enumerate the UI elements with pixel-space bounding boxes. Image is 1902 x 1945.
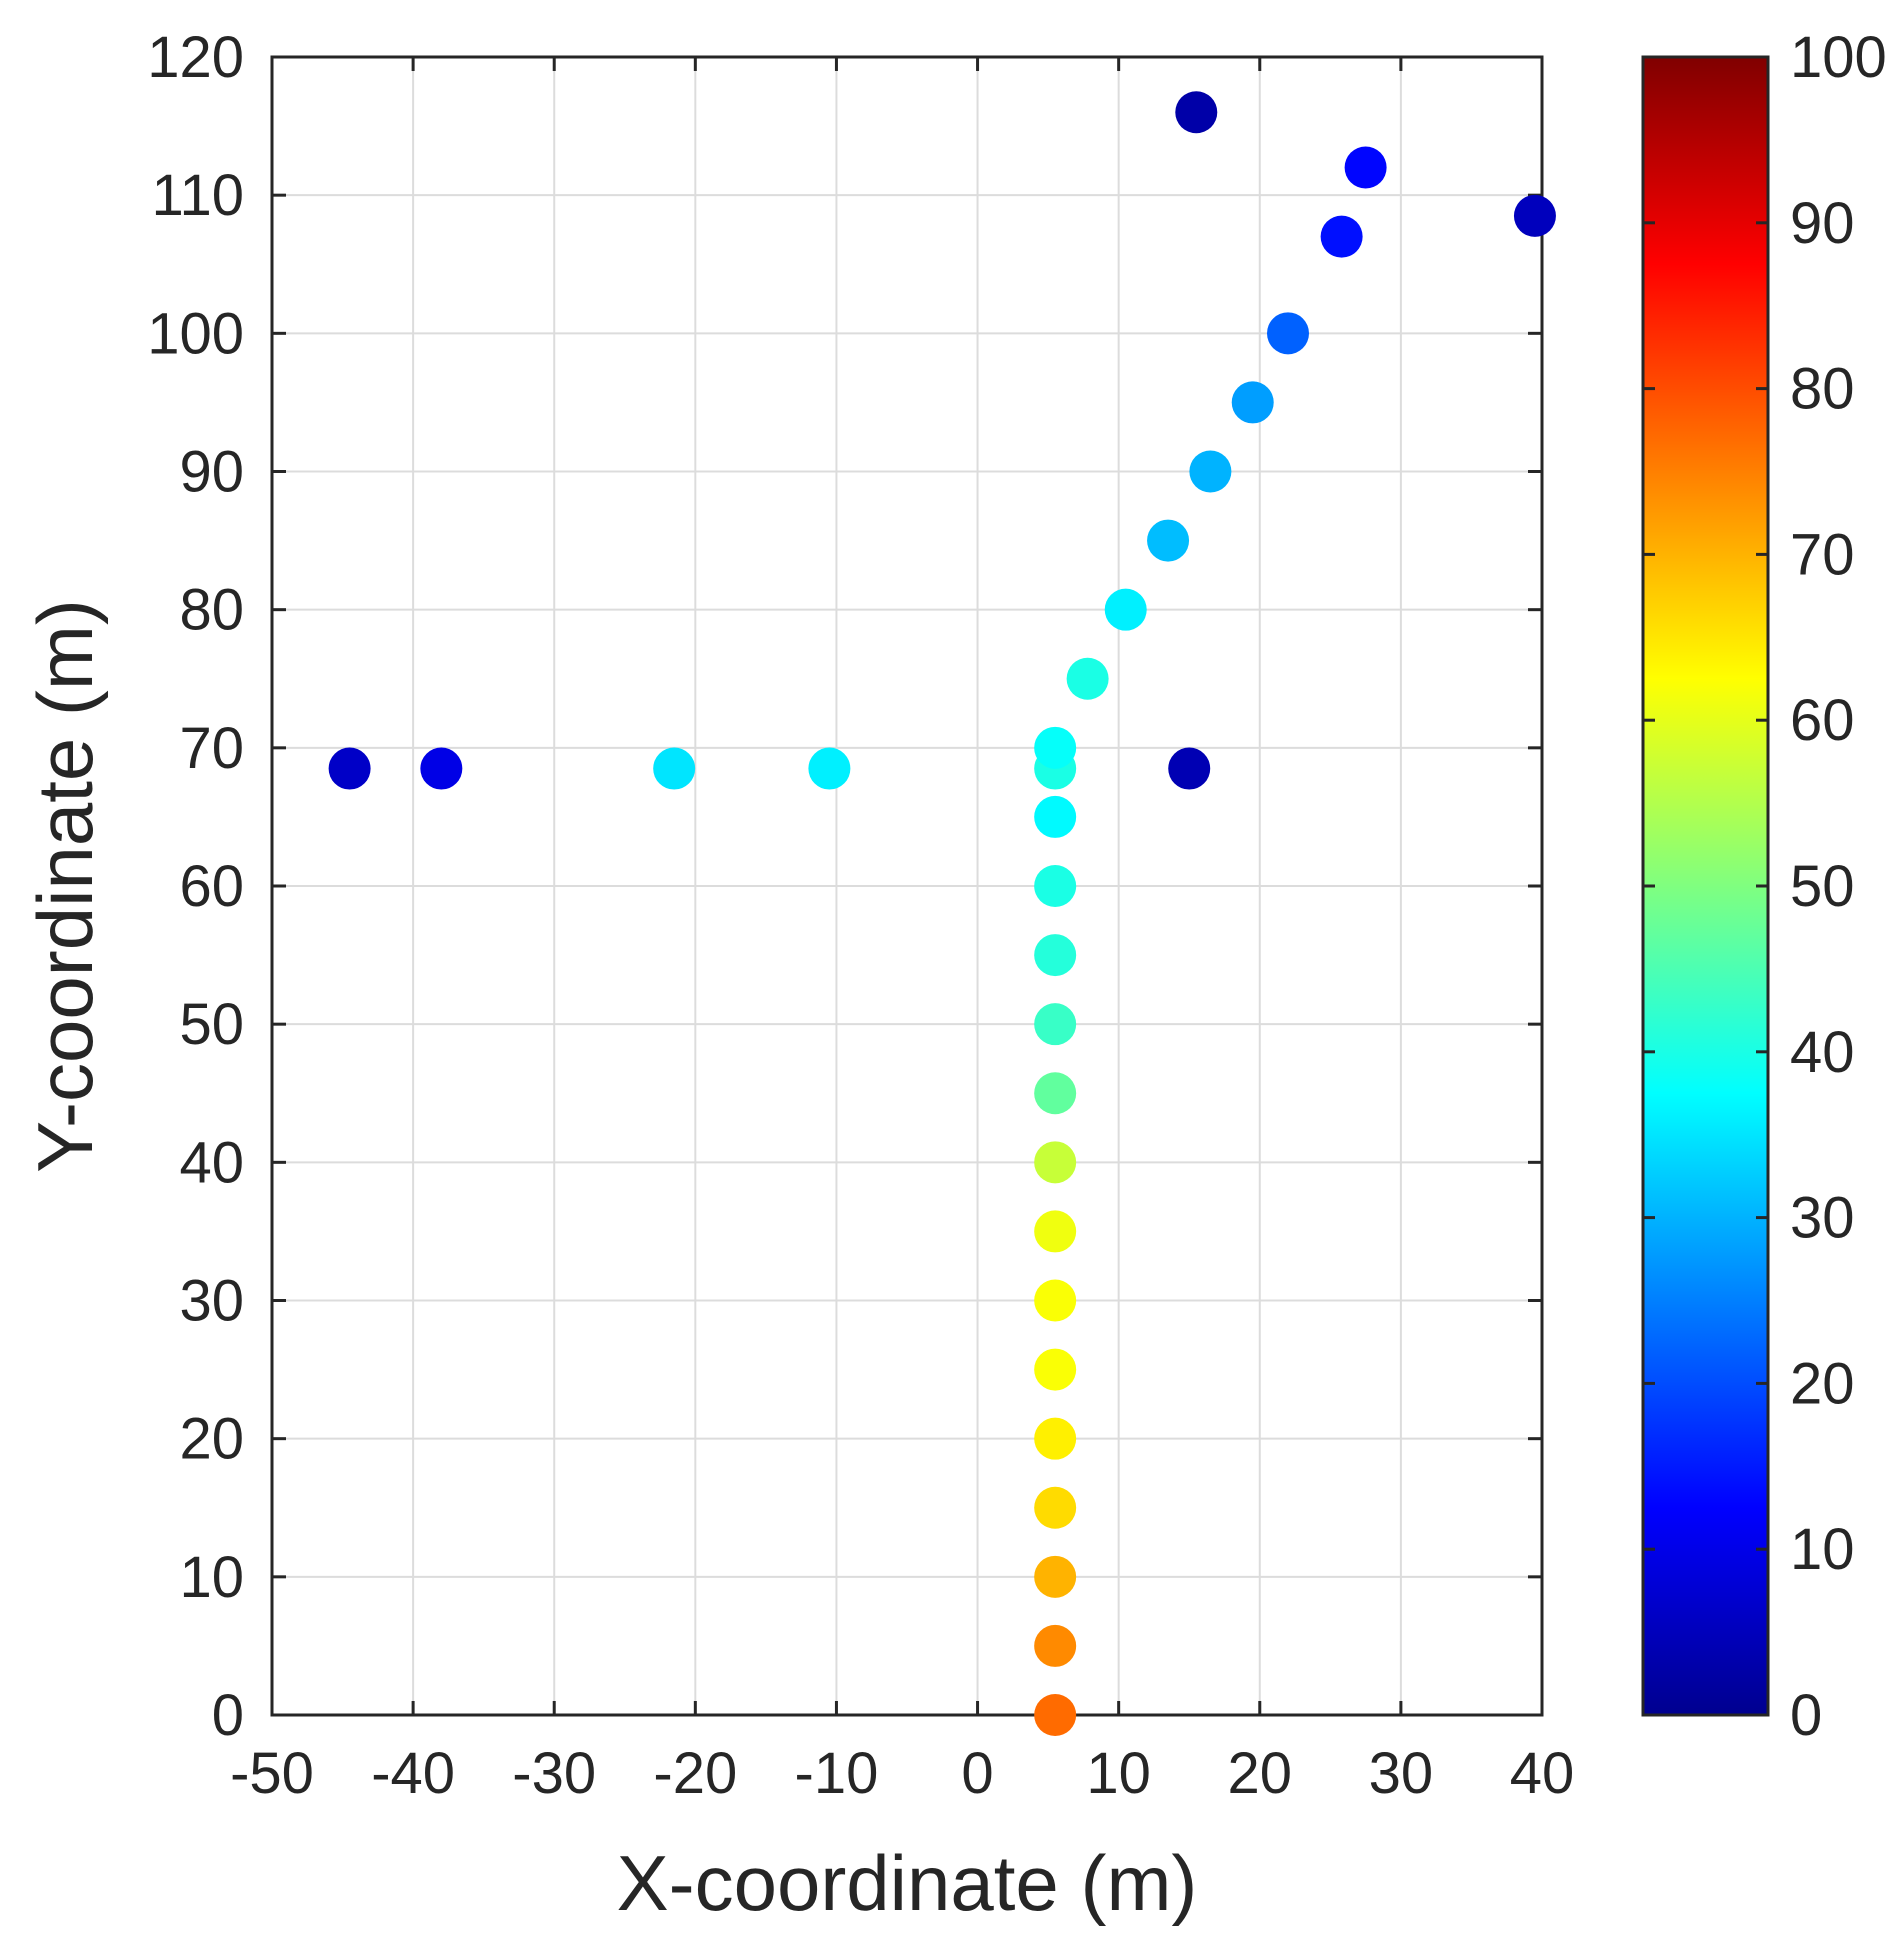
x-tick-label: -10 [795,1741,879,1806]
data-point [653,747,696,790]
y-tick-label: 60 [179,854,244,919]
colorbar: 0 10 20 30 40 50 60 70 80 90 100 [1641,25,1887,1748]
data-point [328,747,371,790]
y-tick-label: 30 [179,1269,244,1334]
data-point [1231,381,1274,424]
y-tick-label: 40 [179,1130,244,1195]
data-point [1034,865,1077,907]
x-tick-label: 30 [1369,1741,1434,1806]
data-point [1034,1210,1077,1253]
data-point [1175,91,1218,134]
data-point [1034,934,1077,977]
data-point [1034,1141,1077,1184]
data-point [1034,1279,1077,1322]
data-point [1066,657,1109,700]
data-point [1147,519,1190,562]
y-tick-label: 80 [179,578,244,643]
colorbar-tick-label: 0 [1790,1683,1822,1748]
colorbar-tick-label: 50 [1790,854,1855,919]
data-point [1034,1348,1077,1391]
data-point [1034,795,1077,838]
x-tick-label: -40 [371,1741,455,1806]
grid [272,57,1542,1715]
data-points [328,91,1556,1736]
x-tick-label: -30 [512,1741,596,1806]
data-point [1189,450,1232,493]
colorbar-tick-label: 100 [1790,25,1887,90]
x-axis-label: X-coordinate (m) [617,1839,1198,1927]
colorbar-tick-label: 40 [1790,1020,1855,1085]
y-tick-label: 100 [147,301,244,366]
data-point [1034,1624,1077,1667]
data-point [1168,747,1211,790]
x-tick-label: 0 [961,1741,993,1806]
data-point [420,747,463,790]
colorbar-tick-label: 60 [1790,688,1855,753]
x-tick-label: -20 [653,1741,737,1806]
x-tick-label: -50 [230,1741,314,1806]
y-tick-label: 70 [179,716,244,781]
data-point [1320,215,1363,258]
x-tick-label: 10 [1086,1741,1151,1806]
data-point [1034,1072,1077,1115]
colorbar-tick-label: 70 [1790,522,1855,587]
y-axis: 0 10 20 30 40 50 60 70 80 90 100 110 120 [147,25,1542,1748]
data-point [1513,194,1556,237]
colorbar-tick-label: 30 [1790,1186,1855,1251]
y-tick-label: 10 [179,1545,244,1610]
data-point [1034,1694,1077,1736]
y-axis-label: Y-coordinate (m) [21,599,109,1173]
data-point [1104,588,1147,631]
data-point [1267,312,1309,355]
data-point [1034,1003,1077,1046]
y-tick-label: 20 [179,1407,244,1472]
x-axis: -50 -40 -30 -20 -10 0 10 20 30 40 [230,57,1574,1806]
x-tick-label: 20 [1228,1741,1293,1806]
colorbar-tick-label: 80 [1790,357,1855,422]
colorbar-gradient [1643,57,1768,1715]
data-point [1034,1486,1077,1529]
y-tick-label: 110 [152,163,244,228]
data-point [1034,1417,1077,1460]
data-point [1034,1555,1077,1598]
colorbar-ticks: 0 10 20 30 40 50 60 70 80 90 100 [1643,25,1887,1748]
y-tick-label: 90 [179,440,244,505]
y-tick-label: 120 [147,25,244,90]
colorbar-tick-label: 20 [1790,1351,1855,1416]
y-tick-label: 50 [179,992,244,1057]
data-point [1034,726,1077,769]
data-point [1344,146,1387,189]
x-tick-label: 40 [1510,1741,1575,1806]
colorbar-tick-label: 10 [1790,1517,1855,1582]
colorbar-tick-label: 90 [1790,191,1855,256]
y-tick-label: 0 [212,1683,244,1748]
data-point [808,747,851,790]
